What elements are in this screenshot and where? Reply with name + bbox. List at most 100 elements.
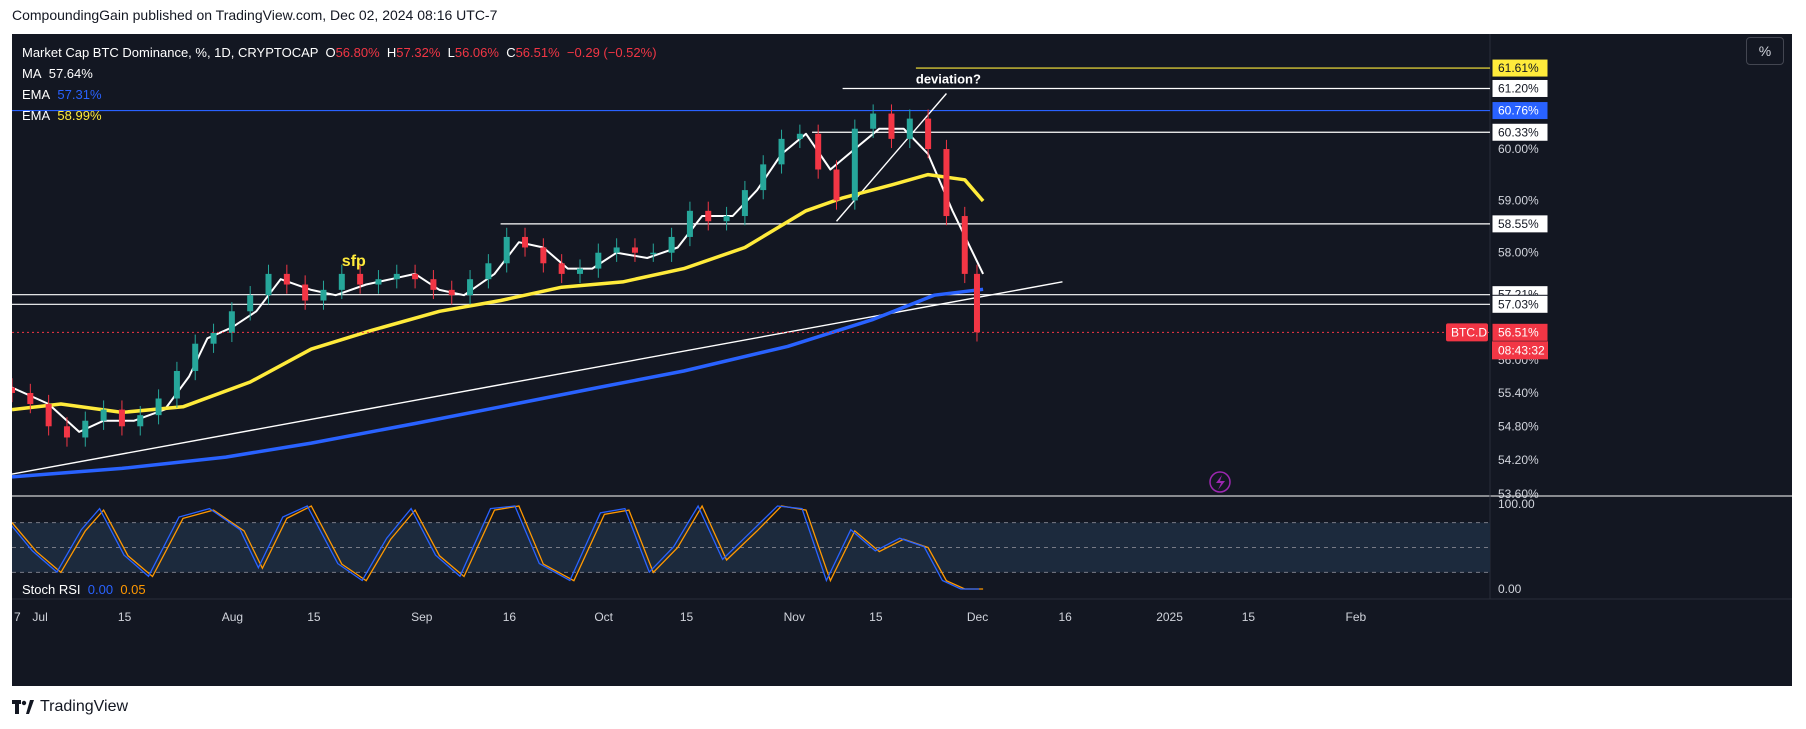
candle-body — [595, 252, 602, 269]
stoch-d-line — [12, 504, 984, 590]
ema-fast-label: EMA — [22, 87, 51, 102]
candle-body — [631, 247, 638, 253]
ma-value: 57.64% — [48, 66, 93, 81]
candle-body — [393, 273, 400, 280]
candle-body — [192, 343, 199, 371]
candle-body — [27, 392, 34, 405]
chart-panel[interactable]: sfp deviation? 53.60% 54.20% 54.80% 55.40% 56.… — [12, 34, 1792, 686]
price-label-bg — [1491, 58, 1549, 78]
candle-body — [668, 236, 675, 253]
lightning-icon-bolt — [1216, 475, 1225, 490]
x-tick-label: Jul — [32, 610, 47, 624]
candle-body — [210, 332, 217, 344]
candle-body — [302, 284, 309, 301]
legend-ohlc-row: Market Cap BTC Dominance, %, 1D, CRYPTOC… — [22, 42, 657, 63]
candle-body — [412, 273, 419, 280]
x-tick-label: 2025 — [1156, 610, 1183, 624]
candle-body — [137, 415, 144, 427]
y-tick-label: 54.80% — [1498, 419, 1539, 433]
x-tick-label: 15 — [307, 610, 321, 624]
candle-body — [283, 273, 290, 285]
candle-body — [540, 247, 547, 264]
candle-body — [576, 268, 583, 274]
candle-body — [961, 216, 968, 274]
percent-scale-button[interactable]: % — [1746, 37, 1784, 65]
candle-body — [778, 138, 785, 165]
price-chart-svg[interactable]: sfp deviation? 53.60% 54.20% 54.80% 55.40% 56.… — [12, 34, 1792, 686]
candle-body — [925, 118, 932, 150]
candle-body — [906, 118, 913, 139]
tradingview-logo-icon — [12, 700, 34, 714]
candle-body — [228, 311, 235, 333]
candle-body — [650, 252, 657, 255]
change-value: −0.29 (−0.52%) — [566, 45, 657, 60]
close-value: 56.51% — [515, 45, 560, 60]
ema-slow-label: EMA — [22, 108, 51, 123]
candle-body — [118, 409, 125, 427]
candle-body — [870, 113, 877, 129]
candle-body — [815, 133, 822, 170]
x-tick-label: Feb — [1346, 610, 1367, 624]
sfp-annotation: sfp — [342, 253, 366, 270]
candle-body — [522, 236, 529, 248]
candle-body — [741, 190, 748, 217]
low-value: 56.06% — [454, 45, 499, 60]
stoch-rsi-legend: Stoch RSI 0.00 0.05 — [22, 582, 146, 597]
candle-body — [833, 169, 840, 201]
publisher-line: CompoundingGain published on TradingView… — [12, 7, 498, 23]
y-tick-label: 58.00% — [1498, 246, 1539, 260]
price-label-text: 60.76% — [1498, 104, 1539, 118]
footer-brand[interactable]: TradingView — [12, 693, 128, 721]
price-label-text: 57.03% — [1498, 297, 1539, 311]
candle-body — [503, 236, 510, 264]
candle-body — [338, 273, 345, 290]
stoch-k-line — [12, 504, 980, 590]
x-tick-label: Dec — [967, 610, 988, 624]
high-value: 57.32% — [396, 45, 441, 60]
price-label-text: 60.33% — [1498, 125, 1539, 139]
legend-ema-fast-row: EMA 57.31% — [22, 84, 657, 105]
x-tick-label: Oct — [594, 610, 613, 624]
countdown-text: 08:43:32 — [1498, 343, 1545, 357]
candle-body — [558, 263, 565, 274]
candle-body — [247, 295, 254, 312]
price-label-bg — [1491, 214, 1549, 234]
symbol-title: Market Cap BTC Dominance, %, 1D, CRYPTOC… — [22, 45, 319, 60]
legend-ma-row: MA 57.64% — [22, 63, 657, 84]
price-label-bg — [1491, 101, 1549, 121]
price-label-text: 58.55% — [1498, 217, 1539, 231]
x-tick-label: Nov — [784, 610, 805, 624]
stoch-d-value: 0.05 — [120, 582, 146, 597]
candle-body — [100, 409, 107, 421]
candle-body — [613, 247, 620, 253]
candle-body — [943, 149, 950, 217]
ema-fast-value: 57.31% — [57, 87, 102, 102]
candle-body — [265, 273, 272, 296]
low-label: L — [447, 45, 455, 60]
candle-body — [45, 404, 52, 427]
candle-body — [796, 133, 803, 139]
candle-body — [888, 113, 895, 139]
close-label: C — [506, 45, 516, 60]
price-label-bg — [1491, 294, 1549, 314]
price-label-text: 61.20% — [1498, 81, 1539, 95]
candle-body — [430, 279, 437, 290]
tradingview-brand-text: TradingView — [40, 698, 129, 715]
ma-label: MA — [22, 66, 42, 81]
x-tick-label: 15 — [118, 610, 132, 624]
candle-body — [485, 263, 492, 280]
y-tick-label: 54.20% — [1498, 453, 1539, 467]
candle-body — [705, 210, 712, 222]
trendline-0 — [12, 281, 1063, 475]
symbol-badge-text: BTC.D — [1451, 325, 1487, 339]
y-tick-label: 55.40% — [1498, 386, 1539, 400]
lightning-icon — [1209, 471, 1231, 493]
stoch-y-tick: 0.00 — [1498, 582, 1522, 596]
x-tick-label: 7 — [14, 610, 21, 624]
legend-ema-slow-row: EMA 58.99% — [22, 105, 657, 126]
x-tick-label: Aug — [222, 610, 243, 624]
high-label: H — [386, 45, 397, 60]
open-label: O — [325, 45, 336, 60]
candle-body — [357, 273, 364, 285]
x-tick-label: 15 — [869, 610, 883, 624]
